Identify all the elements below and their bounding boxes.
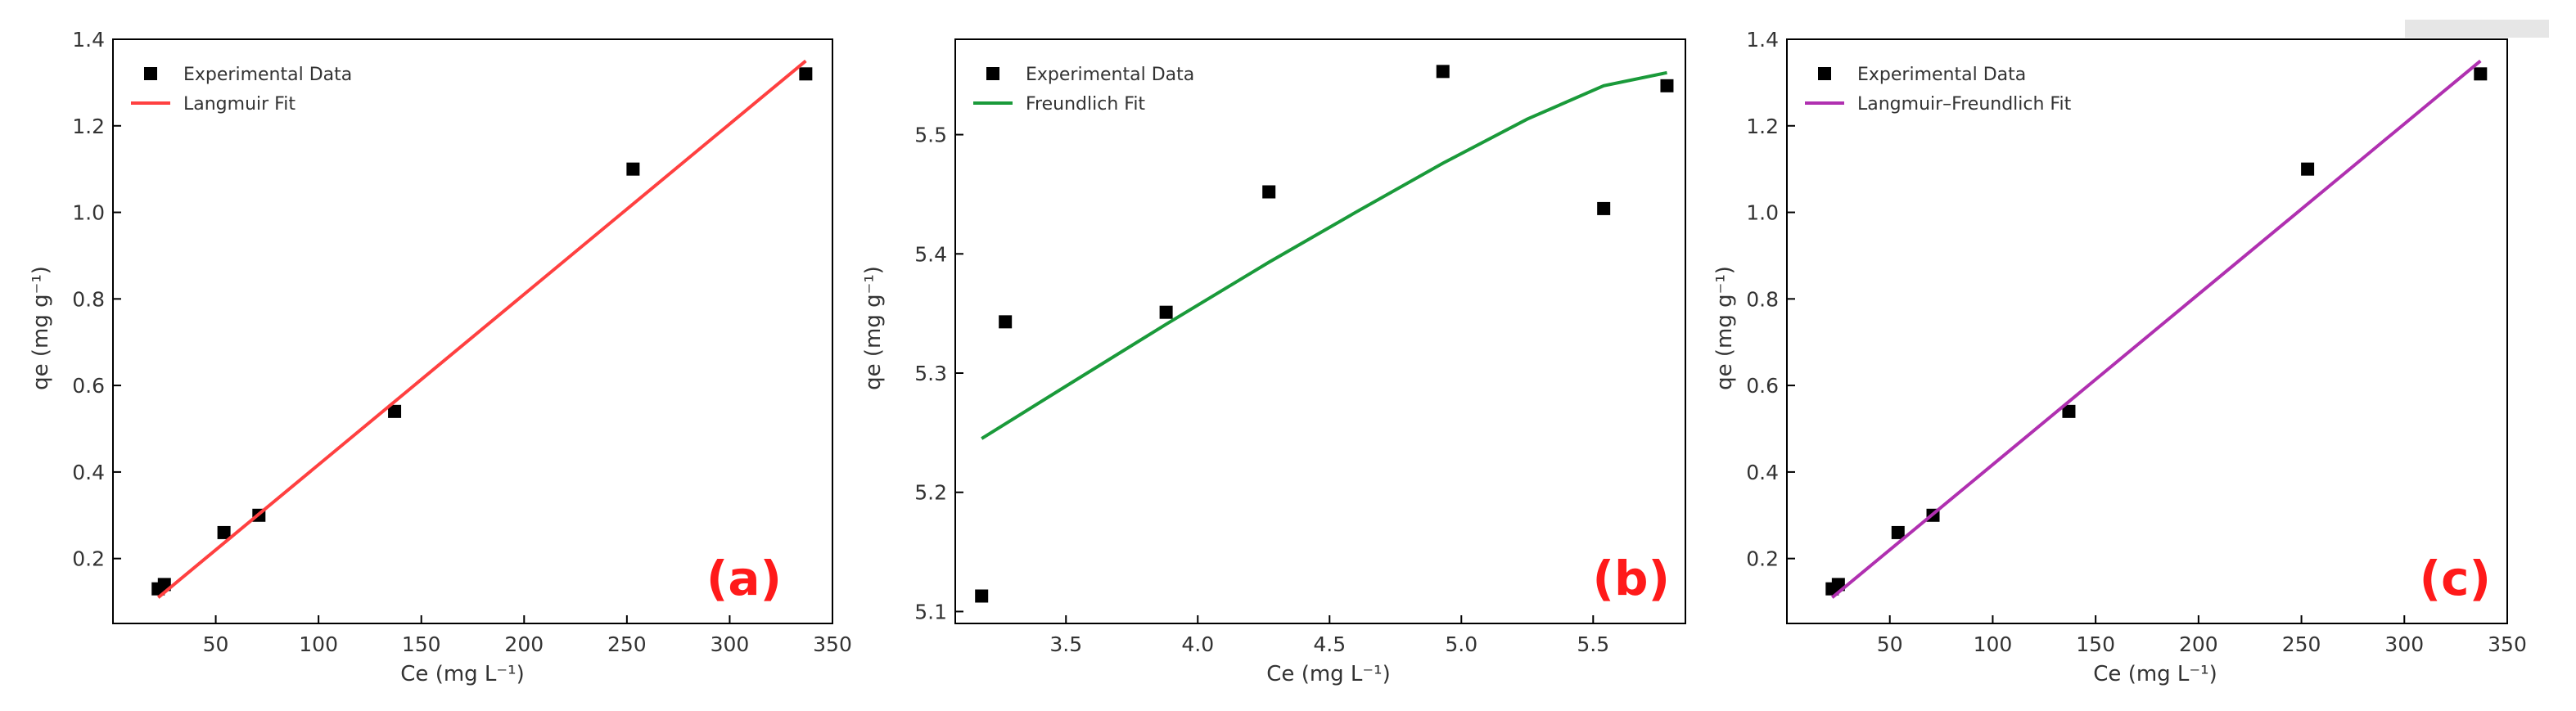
- legend-entry-label: Experimental Data: [1857, 65, 2026, 85]
- y-axis-label: qe (mg g⁻¹): [1712, 266, 1737, 390]
- x-tick-label: 5.0: [1445, 632, 1477, 656]
- plot-frame: [954, 38, 1686, 624]
- fit-line: [981, 70, 1667, 440]
- y-tick-label: 1.2: [1746, 115, 1779, 138]
- y-tick-label: 0.8: [1746, 287, 1779, 311]
- x-tick-label: 4.0: [1181, 632, 1214, 656]
- y-axis-label: qe (mg g⁻¹): [29, 266, 53, 390]
- fit-line: [1831, 59, 2482, 599]
- x-tick-label: 150: [2076, 632, 2115, 656]
- chart-panel-c: Ce (mg L⁻¹) qe (mg g⁻¹) (c) 50 100 150 200 2…: [1712, 28, 2527, 686]
- y-tick-label: 5.5: [914, 124, 947, 147]
- y-tick-label: 1.2: [72, 115, 105, 138]
- data-point: [2474, 67, 2488, 81]
- data-point: [1891, 525, 1905, 539]
- y-tick-label: 1.4: [1746, 28, 1779, 52]
- data-point: [2301, 162, 2315, 176]
- data-point: [975, 589, 989, 603]
- data-point: [2062, 404, 2076, 418]
- chart-panel-a: Ce (mg L⁻¹) qe (mg g⁻¹) (a) 50 100 150 200 2…: [29, 28, 852, 686]
- x-tick-label: 5.5: [1577, 632, 1609, 656]
- panel-label: (b): [1592, 551, 1670, 606]
- plot-frame: [112, 38, 833, 624]
- x-axis-label: Ce (mg L⁻¹): [2093, 662, 2217, 686]
- data-point: [1159, 305, 1173, 319]
- y-tick-label: 0.6: [72, 374, 105, 398]
- x-tick-label: 350: [2488, 632, 2527, 656]
- data-point: [1262, 185, 1276, 199]
- x-tick-label: 50: [1877, 632, 1903, 656]
- data-point: [1436, 65, 1450, 79]
- data-point: [799, 67, 813, 81]
- x-axis-label: Ce (mg L⁻¹): [400, 662, 524, 686]
- panel-label: (c): [2420, 551, 2491, 606]
- x-tick-label: 50: [203, 632, 229, 656]
- fit-line: [157, 59, 807, 599]
- x-tick-label: 150: [402, 632, 441, 656]
- y-tick-label: 1.0: [72, 201, 105, 225]
- panel-label: (a): [706, 551, 782, 606]
- y-tick-label: 0.4: [1746, 461, 1779, 484]
- data-point: [999, 315, 1013, 329]
- legend-entry-label: Langmuir Fit: [183, 94, 295, 115]
- x-tick-label: 3.5: [1049, 632, 1082, 656]
- plot-frame: [1786, 38, 2508, 624]
- y-tick-label: 5.2: [914, 481, 947, 505]
- legend-marker-swatch: [1818, 67, 1831, 80]
- y-tick-label: 1.4: [72, 28, 105, 52]
- y-tick-label: 0.2: [72, 547, 105, 571]
- legend-marker-swatch: [144, 67, 157, 80]
- data-point: [217, 525, 231, 539]
- y-tick-label: 1.0: [1746, 201, 1779, 225]
- x-tick-label: 300: [711, 632, 750, 656]
- x-axis-label: Ce (mg L⁻¹): [1266, 662, 1390, 686]
- x-tick-label: 200: [504, 632, 544, 656]
- x-tick-label: 200: [2179, 632, 2218, 656]
- x-tick-label: 300: [2384, 632, 2424, 656]
- data-point: [1660, 79, 1674, 92]
- legend-entry-label: Freundlich Fit: [1026, 94, 1145, 115]
- x-tick-label: 100: [1974, 632, 2013, 656]
- x-tick-label: 250: [607, 632, 647, 656]
- chart-panel-b: Ce (mg L⁻¹) qe (mg g⁻¹) (b) 3.5 4.0 4.5 5.0…: [861, 38, 1686, 686]
- legend-marker-swatch: [986, 67, 999, 80]
- y-tick-label: 0.2: [1746, 547, 1779, 571]
- x-tick-label: 250: [2282, 632, 2321, 656]
- data-point: [1597, 201, 1611, 215]
- legend-entry-label: Experimental Data: [1026, 65, 1194, 85]
- y-tick-label: 0.4: [72, 461, 105, 484]
- y-tick-label: 5.1: [914, 600, 947, 623]
- x-tick-label: 350: [813, 632, 852, 656]
- y-tick-label: 5.3: [914, 362, 947, 385]
- legend-entry-label: Langmuir–Freundlich Fit: [1857, 94, 2072, 115]
- data-point: [626, 162, 640, 176]
- data-point: [388, 404, 402, 418]
- y-tick-label: 5.4: [914, 242, 947, 266]
- x-tick-label: 4.5: [1313, 632, 1346, 656]
- y-tick-label: 0.6: [1746, 374, 1779, 398]
- y-axis-label: qe (mg g⁻¹): [861, 266, 886, 390]
- corner-overlay: [2405, 20, 2549, 38]
- y-tick-label: 0.8: [72, 287, 105, 311]
- x-tick-label: 100: [299, 632, 338, 656]
- legend-entry-label: Experimental Data: [183, 65, 352, 85]
